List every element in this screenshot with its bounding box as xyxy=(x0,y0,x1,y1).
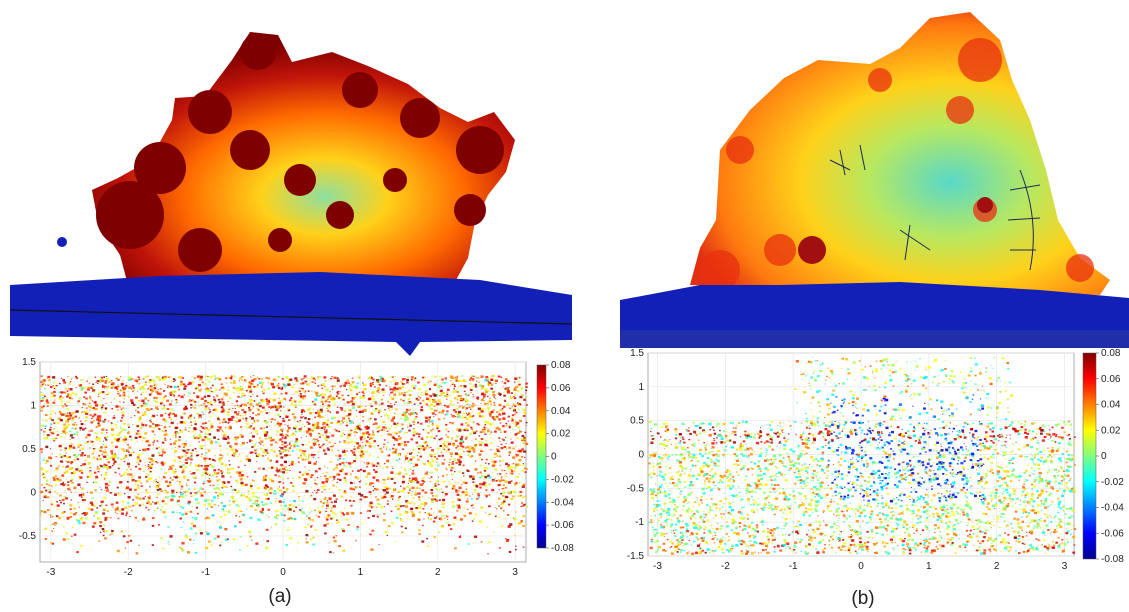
x-tick-label: -3 xyxy=(46,567,55,578)
y-tick-label: 0.5 xyxy=(630,416,644,427)
y-tick-label: -0.5 xyxy=(627,483,645,494)
y-tick-label: 1.5 xyxy=(22,357,36,368)
cloud-a-ground-line xyxy=(9,309,573,325)
x-tick-label: 0 xyxy=(858,561,864,572)
y-tick-label: 0.5 xyxy=(22,444,36,455)
colorbar-tick-label: -0.02 xyxy=(1101,477,1124,488)
point-cloud-a xyxy=(9,32,573,356)
colorbar-tick-label: -0.06 xyxy=(1101,528,1124,539)
plot-a-colorbar-ticks: 0.08 0.06 0.04 0.02 0 -0.02 -0.04 -0.06 -0.08 xyxy=(546,360,574,554)
plot-a-scatter xyxy=(40,375,529,555)
colorbar-tick-label: 0.06 xyxy=(551,383,571,394)
x-tick-label: -1 xyxy=(789,561,798,572)
colorbar-tick-label: -0.08 xyxy=(551,543,574,554)
plot-b-x-ticks: -3 -2 -1 0 1 2 3 xyxy=(653,561,1068,572)
plot-b: -3 -2 -1 0 1 2 3 -1.5-1-0.500.511.5 0.080.060.… xyxy=(627,348,1124,609)
colorbar-tick-label: 0 xyxy=(1101,451,1107,462)
caption-a: (a) xyxy=(268,586,291,607)
y-tick-label: 1.5 xyxy=(630,348,644,359)
colorbar-tick-label: 0.02 xyxy=(1101,425,1121,436)
y-tick-label: 0 xyxy=(638,450,644,461)
colorbar-tick-label: -0.08 xyxy=(1101,554,1124,565)
x-tick-label: 2 xyxy=(435,567,441,578)
plot-b-colorbar-ticks: 0.08 0.06 0.04 0.02 0 -0.02 -0.04 -0.06 -0.08 xyxy=(1096,348,1124,565)
caption-b: (b) xyxy=(851,588,874,609)
x-tick-label: -2 xyxy=(124,567,133,578)
cloud-a-ground xyxy=(10,272,572,356)
plot-b-colorbar xyxy=(1082,352,1097,560)
colorbar-tick-label: -0.04 xyxy=(551,497,574,508)
y-tick-label: 1 xyxy=(638,382,644,393)
cloud-b-body xyxy=(690,12,1110,295)
plot-a-colorbar xyxy=(536,364,547,549)
x-tick-label: 3 xyxy=(512,567,518,578)
y-tick-label: -0.5 xyxy=(19,531,37,542)
plot-a: -3 -2 -1 0 1 2 3 -0.5 0 0.5 1 1.5 0.08 0.06 0.04 0.02… xyxy=(19,357,574,607)
x-tick-label: 3 xyxy=(1062,561,1068,572)
colorbar-tick-label: 0.04 xyxy=(1101,400,1121,411)
plot-b-y-ticks: -1.5 -1 -0.5 0 0.5 1 1.5 xyxy=(627,348,645,562)
cloud-b-warm-blobs xyxy=(700,38,1094,290)
plot-a-y-ticks: -0.5 0 0.5 1 1.5 xyxy=(19,357,37,542)
x-tick-label: 2 xyxy=(994,561,1000,572)
x-tick-label: -2 xyxy=(721,561,730,572)
cloud-b-dark-blobs xyxy=(798,197,993,264)
x-tick-label: 1 xyxy=(358,567,364,578)
colorbar-tick-label: 0.08 xyxy=(1101,348,1121,359)
x-tick-label: -1 xyxy=(201,567,210,578)
x-tick-label: 0 xyxy=(280,567,286,578)
colorbar-tick-label: 0.08 xyxy=(551,360,571,371)
colorbar-tick-label: -0.04 xyxy=(1101,503,1124,514)
colorbar-tick-label: -0.06 xyxy=(551,520,574,531)
x-tick-label: 1 xyxy=(926,561,932,572)
y-tick-label: 1 xyxy=(30,400,36,411)
colorbar-tick-label: -0.02 xyxy=(551,474,574,485)
cloud-a-body xyxy=(92,32,515,285)
colorbar-tick-label: 0.04 xyxy=(551,406,571,417)
colorbar-tick-label: 0 xyxy=(551,452,557,463)
y-tick-label: -1.5 xyxy=(627,551,645,562)
plot-b-scatter xyxy=(648,356,1077,556)
y-tick-label: -1 xyxy=(635,517,644,528)
colorbar-tick-label: 0.02 xyxy=(551,429,571,440)
colorbar-tick-label: 0.06 xyxy=(1101,374,1121,385)
x-tick-label: -3 xyxy=(653,561,662,572)
point-cloud-b xyxy=(620,12,1129,348)
cloud-a-dark-blobs xyxy=(96,34,504,272)
plot-a-x-ticks: -3 -2 -1 0 1 2 3 xyxy=(46,567,518,578)
y-tick-label: 0 xyxy=(30,487,36,498)
cloud-b-wire-lines xyxy=(829,144,1041,271)
